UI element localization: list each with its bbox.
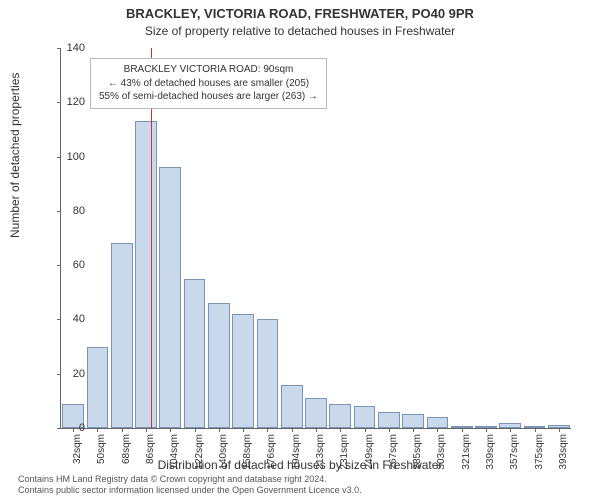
- ytick-label: 20: [55, 368, 85, 380]
- ytick-label: 40: [55, 313, 85, 325]
- ytick-label: 140: [55, 42, 85, 54]
- xtick-label: 68sqm: [121, 434, 132, 472]
- xtick-label: 140sqm: [218, 434, 229, 472]
- histogram-bar: [111, 243, 133, 428]
- histogram-bar: [257, 319, 279, 428]
- ytick-label: 0: [55, 422, 85, 434]
- xtick-label: 249sqm: [364, 434, 375, 472]
- xtick-mark: [413, 428, 414, 432]
- credits-line-1: Contains HM Land Registry data © Crown c…: [18, 474, 362, 485]
- histogram-bar: [329, 404, 351, 428]
- ytick-label: 100: [55, 151, 85, 163]
- xtick-mark: [243, 428, 244, 432]
- xtick-mark: [195, 428, 196, 432]
- xtick-mark: [122, 428, 123, 432]
- xtick-mark: [559, 428, 560, 432]
- annotation-line-1: BRACKLEY VICTORIA ROAD: 90sqm: [99, 63, 318, 77]
- histogram-bar: [232, 314, 254, 428]
- xtick-mark: [292, 428, 293, 432]
- xtick-label: 375sqm: [534, 434, 545, 472]
- xtick-mark: [365, 428, 366, 432]
- histogram-bar: [281, 385, 303, 428]
- xtick-label: 86sqm: [145, 434, 156, 472]
- histogram-bar: [87, 347, 109, 428]
- xtick-label: 285sqm: [412, 434, 423, 472]
- xtick-label: 339sqm: [485, 434, 496, 472]
- chart-title-sub: Size of property relative to detached ho…: [0, 24, 600, 38]
- xtick-label: 393sqm: [558, 434, 569, 472]
- annotation-box: BRACKLEY VICTORIA ROAD: 90sqm ← 43% of d…: [90, 58, 327, 109]
- xtick-label: 158sqm: [242, 434, 253, 472]
- chart-title-main: BRACKLEY, VICTORIA ROAD, FRESHWATER, PO4…: [0, 6, 600, 21]
- xtick-label: 267sqm: [388, 434, 399, 472]
- histogram-bar: [305, 398, 327, 428]
- chart-container: BRACKLEY, VICTORIA ROAD, FRESHWATER, PO4…: [0, 0, 600, 500]
- xtick-mark: [462, 428, 463, 432]
- histogram-bar: [354, 406, 376, 428]
- annotation-line-2: ← 43% of detached houses are smaller (20…: [99, 77, 318, 91]
- xtick-mark: [486, 428, 487, 432]
- xtick-label: 194sqm: [291, 434, 302, 472]
- xtick-mark: [97, 428, 98, 432]
- histogram-bar: [159, 167, 181, 428]
- histogram-bar: [135, 121, 157, 428]
- xtick-label: 122sqm: [194, 434, 205, 472]
- histogram-bar: [208, 303, 230, 428]
- xtick-label: 176sqm: [266, 434, 277, 472]
- xtick-mark: [437, 428, 438, 432]
- xtick-label: 303sqm: [436, 434, 447, 472]
- xtick-mark: [389, 428, 390, 432]
- y-axis-label: Number of detached properties: [8, 73, 22, 238]
- credits: Contains HM Land Registry data © Crown c…: [18, 474, 362, 496]
- xtick-mark: [340, 428, 341, 432]
- xtick-label: 104sqm: [169, 434, 180, 472]
- ytick-label: 80: [55, 205, 85, 217]
- xtick-label: 50sqm: [96, 434, 107, 472]
- xtick-mark: [219, 428, 220, 432]
- xtick-label: 32sqm: [72, 434, 83, 472]
- xtick-mark: [267, 428, 268, 432]
- histogram-bar: [378, 412, 400, 428]
- ytick-label: 120: [55, 96, 85, 108]
- xtick-mark: [535, 428, 536, 432]
- credits-line-2: Contains public sector information licen…: [18, 485, 362, 496]
- ytick-label: 60: [55, 259, 85, 271]
- xtick-label: 357sqm: [509, 434, 520, 472]
- xtick-label: 321sqm: [461, 434, 472, 472]
- histogram-bar: [427, 417, 449, 428]
- xtick-label: 231sqm: [339, 434, 350, 472]
- xtick-mark: [170, 428, 171, 432]
- xtick-mark: [316, 428, 317, 432]
- xtick-mark: [146, 428, 147, 432]
- annotation-line-3: 55% of semi-detached houses are larger (…: [99, 90, 318, 104]
- xtick-label: 213sqm: [315, 434, 326, 472]
- histogram-bar: [402, 414, 424, 428]
- histogram-bar: [184, 279, 206, 428]
- xtick-mark: [510, 428, 511, 432]
